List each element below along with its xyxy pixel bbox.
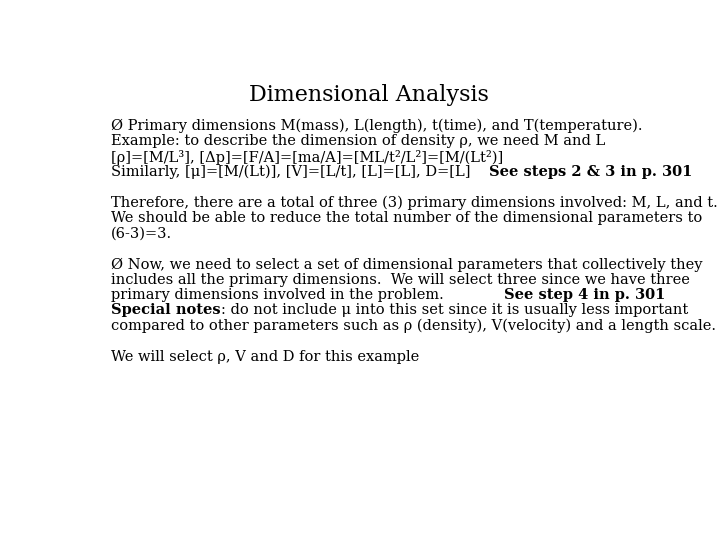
- Text: Similarly, [μ]=[M/(Lt)], [V]=[L/t], [L]=[L], D=[L]: Similarly, [μ]=[M/(Lt)], [V]=[L/t], [L]=…: [111, 165, 489, 179]
- Text: We will select ρ, V and D for this example: We will select ρ, V and D for this examp…: [111, 349, 420, 363]
- Text: We should be able to reduce the total number of the dimensional parameters to: We should be able to reduce the total nu…: [111, 211, 703, 225]
- Text: (6-3)=3.: (6-3)=3.: [111, 227, 172, 240]
- Text: Special notes: Special notes: [111, 303, 221, 318]
- Text: primary dimensions involved in the problem.: primary dimensions involved in the probl…: [111, 288, 504, 302]
- Text: See step 4 in p. 301: See step 4 in p. 301: [504, 288, 665, 302]
- Text: : do not include μ into this set since it is usually less important: : do not include μ into this set since i…: [221, 303, 688, 318]
- Text: includes all the primary dimensions.  We will select three since we have three: includes all the primary dimensions. We …: [111, 273, 690, 287]
- Text: [ρ]=[M/L³], [Δp]=[F/A]=[ma/A]=[ML/t²/L²]=[M/(Lt²)]: [ρ]=[M/L³], [Δp]=[F/A]=[ma/A]=[ML/t²/L²]…: [111, 150, 503, 165]
- Text: Example: to describe the dimension of density ρ, we need M and L: Example: to describe the dimension of de…: [111, 134, 606, 149]
- Text: compared to other parameters such as ρ (density), V(velocity) and a length scale: compared to other parameters such as ρ (…: [111, 319, 716, 333]
- Text: See steps 2 & 3 in p. 301: See steps 2 & 3 in p. 301: [489, 165, 693, 179]
- Text: Dimensional Analysis: Dimensional Analysis: [249, 84, 489, 105]
- Text: Ø Now, we need to select a set of dimensional parameters that collectively they: Ø Now, we need to select a set of dimens…: [111, 258, 703, 272]
- Text: Therefore, there are a total of three (3) primary dimensions involved: M, L, and: Therefore, there are a total of three (3…: [111, 196, 718, 210]
- Text: Ø Primary dimensions M(mass), L(length), t(time), and T(temperature).: Ø Primary dimensions M(mass), L(length),…: [111, 119, 643, 133]
